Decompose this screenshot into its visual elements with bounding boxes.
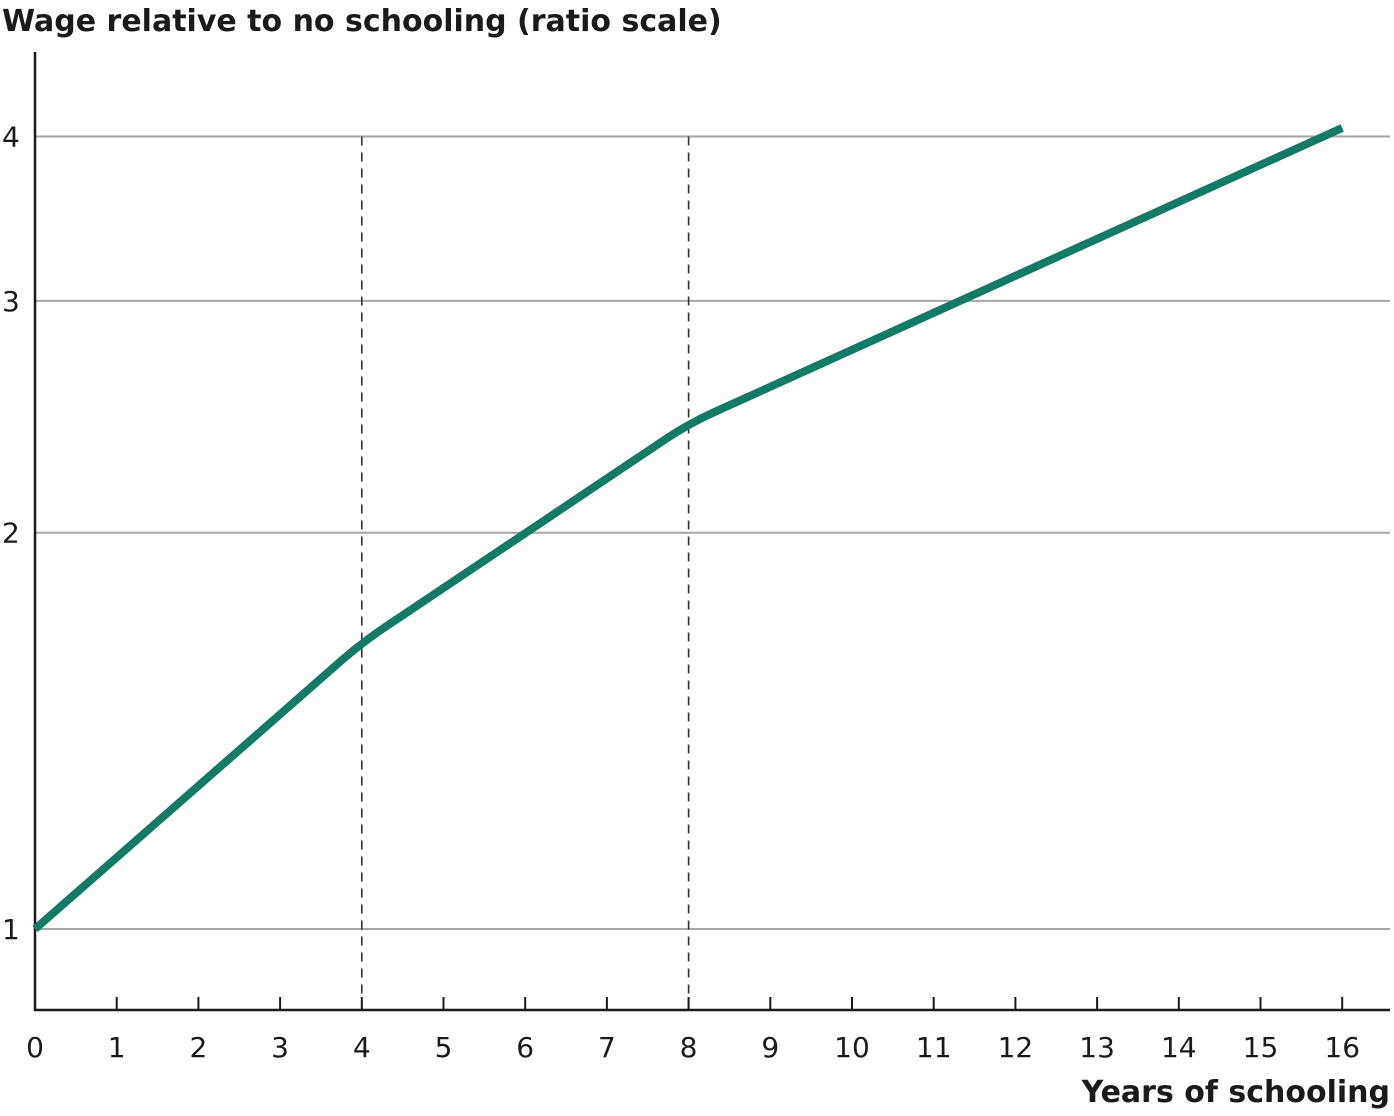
series-line-0	[32, 124, 1344, 933]
x-tick-label-2: 2	[189, 1031, 207, 1064]
x-tick-label-12: 12	[998, 1031, 1034, 1064]
x-tick-label-3: 3	[271, 1031, 289, 1064]
y-tick-label-1: 1	[2, 913, 20, 946]
x-tick-label-7: 7	[598, 1031, 616, 1064]
x-tick-label-10: 10	[834, 1031, 870, 1064]
x-tick-label-6: 6	[516, 1031, 534, 1064]
x-tick-label-0: 0	[26, 1031, 44, 1064]
y-tick-label-4: 4	[2, 120, 20, 153]
grid-lines	[35, 135, 1390, 930]
y-tick-label-2: 2	[2, 517, 20, 550]
reference-lines	[360, 136, 690, 1010]
x-axis-label: Years of schooling	[1081, 1075, 1390, 1110]
x-tick-label-14: 14	[1161, 1031, 1197, 1064]
x-tick-label-8: 8	[680, 1031, 698, 1064]
x-tick-label-11: 11	[916, 1031, 952, 1064]
series-layer	[32, 124, 1344, 933]
axes	[33, 52, 1390, 1012]
x-tick-label-9: 9	[761, 1031, 779, 1064]
x-tick-label-4: 4	[353, 1031, 371, 1064]
x-tick-label-16: 16	[1324, 1031, 1360, 1064]
y-tick-label-3: 3	[2, 285, 20, 318]
x-tick-label-15: 15	[1243, 1031, 1279, 1064]
y-axis-label: Wage relative to no schooling (ratio sca…	[2, 4, 722, 39]
x-tick-label-5: 5	[435, 1031, 453, 1064]
x-tick-label-13: 13	[1079, 1031, 1115, 1064]
x-tick-label-1: 1	[108, 1031, 126, 1064]
